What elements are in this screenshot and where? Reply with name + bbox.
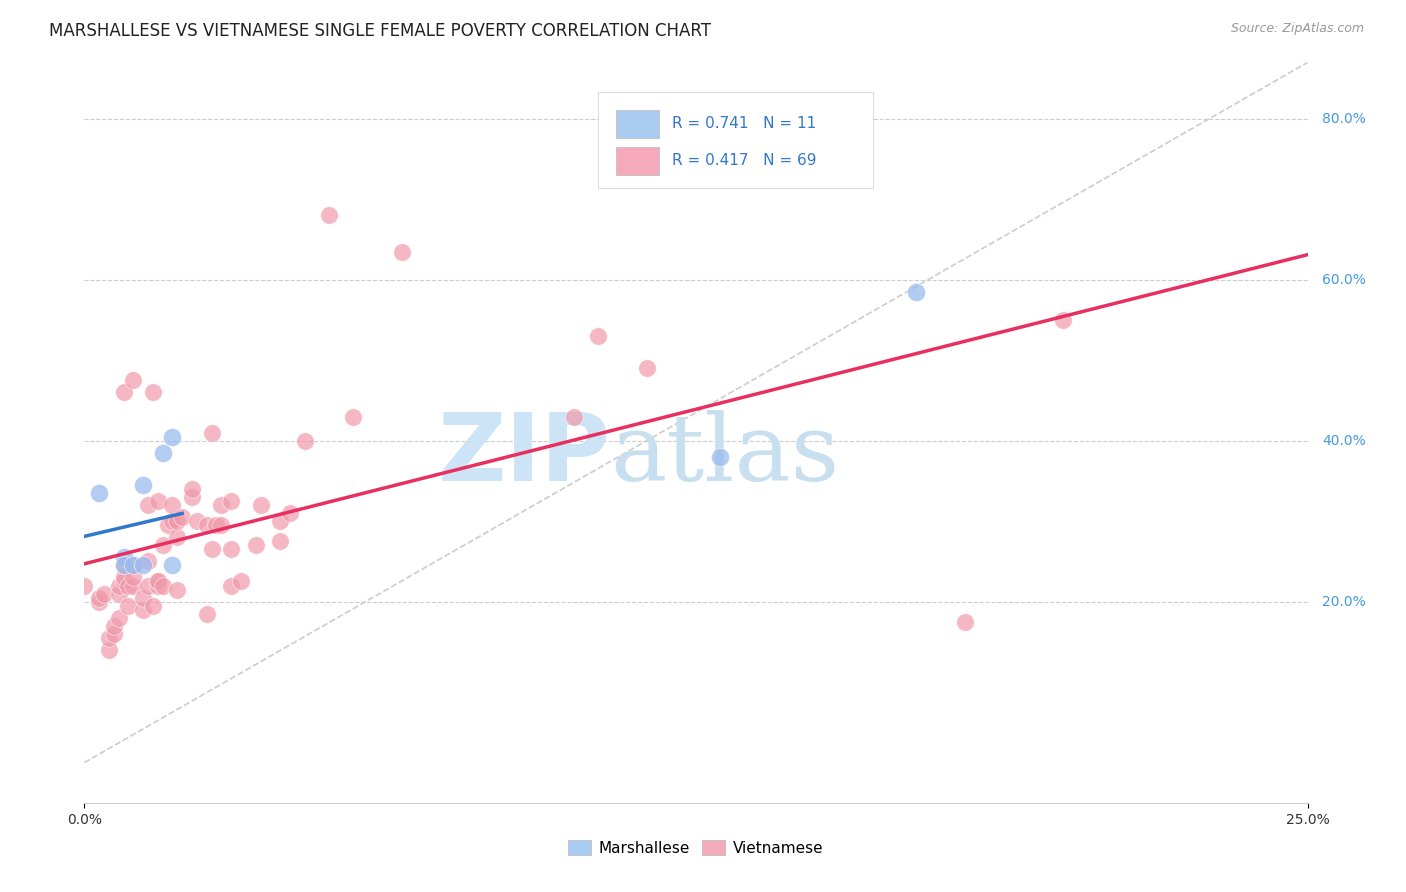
Text: R = 0.417   N = 69: R = 0.417 N = 69: [672, 153, 815, 169]
Point: [132, 558, 155, 573]
Point: [391, 244, 413, 259]
Point: [136, 578, 159, 592]
Point: [112, 574, 135, 589]
Point: [195, 518, 218, 533]
Text: R = 0.741   N = 11: R = 0.741 N = 11: [672, 116, 815, 131]
Point: [87, 591, 110, 605]
Point: [152, 538, 174, 552]
Point: [905, 285, 928, 299]
Point: [249, 498, 271, 512]
Point: [181, 482, 204, 496]
Point: [107, 610, 129, 624]
Point: [112, 570, 135, 584]
FancyBboxPatch shape: [598, 92, 873, 188]
Point: [132, 602, 155, 616]
Point: [200, 425, 222, 440]
Bar: [616, 147, 659, 175]
Text: Source: ZipAtlas.com: Source: ZipAtlas.com: [1230, 22, 1364, 36]
Text: 40.0%: 40.0%: [1322, 434, 1367, 448]
Text: atlas: atlas: [610, 409, 839, 500]
Point: [162, 498, 184, 512]
Point: [136, 498, 159, 512]
Point: [162, 514, 184, 528]
Point: [586, 329, 609, 343]
Point: [953, 615, 976, 629]
Point: [117, 578, 139, 592]
Point: [87, 594, 110, 608]
Point: [269, 534, 291, 549]
Point: [205, 518, 228, 533]
Point: [162, 430, 184, 444]
Point: [172, 510, 194, 524]
Point: [1052, 313, 1074, 327]
Point: [152, 446, 174, 460]
Point: [93, 586, 115, 600]
Point: [152, 578, 174, 592]
Point: [122, 373, 145, 387]
Point: [636, 361, 658, 376]
Point: [229, 574, 252, 589]
Point: [122, 558, 145, 573]
Point: [146, 578, 169, 592]
Point: [219, 494, 242, 508]
Point: [209, 498, 232, 512]
Point: [245, 538, 267, 552]
Point: [219, 542, 242, 557]
Text: 20.0%: 20.0%: [1322, 595, 1367, 608]
Point: [122, 570, 145, 584]
Point: [97, 643, 120, 657]
Point: [87, 486, 110, 500]
Text: MARSHALLESE VS VIETNAMESE SINGLE FEMALE POVERTY CORRELATION CHART: MARSHALLESE VS VIETNAMESE SINGLE FEMALE …: [49, 22, 711, 40]
Point: [112, 385, 135, 400]
Point: [709, 450, 731, 464]
Point: [103, 619, 125, 633]
Point: [200, 542, 222, 557]
Point: [122, 578, 145, 592]
Point: [103, 627, 125, 641]
Point: [186, 514, 208, 528]
Point: [156, 518, 179, 533]
Point: [162, 558, 184, 573]
Point: [278, 506, 301, 520]
Point: [107, 578, 129, 592]
Point: [112, 558, 135, 573]
Point: [166, 530, 188, 544]
Point: [562, 409, 585, 424]
Point: [181, 490, 204, 504]
Point: [107, 586, 129, 600]
Text: 80.0%: 80.0%: [1322, 112, 1367, 126]
Legend: Marshallese, Vietnamese: Marshallese, Vietnamese: [562, 834, 830, 862]
Point: [219, 578, 242, 592]
Point: [142, 385, 165, 400]
Point: [294, 434, 316, 448]
Point: [209, 518, 232, 533]
Point: [122, 558, 145, 573]
Point: [136, 554, 159, 568]
Point: [112, 550, 135, 565]
Point: [166, 514, 188, 528]
Point: [112, 558, 135, 573]
Bar: [616, 110, 659, 138]
Point: [97, 631, 120, 645]
Point: [132, 591, 155, 605]
Point: [132, 478, 155, 492]
Point: [146, 494, 169, 508]
Point: [269, 514, 291, 528]
Point: [146, 574, 169, 589]
Point: [342, 409, 364, 424]
Point: [117, 599, 139, 613]
Point: [142, 599, 165, 613]
Point: [166, 582, 188, 597]
Point: [146, 574, 169, 589]
Text: ZIP: ZIP: [437, 409, 610, 500]
Point: [73, 578, 96, 592]
Point: [318, 208, 340, 222]
Text: 60.0%: 60.0%: [1322, 273, 1367, 286]
Point: [195, 607, 218, 621]
